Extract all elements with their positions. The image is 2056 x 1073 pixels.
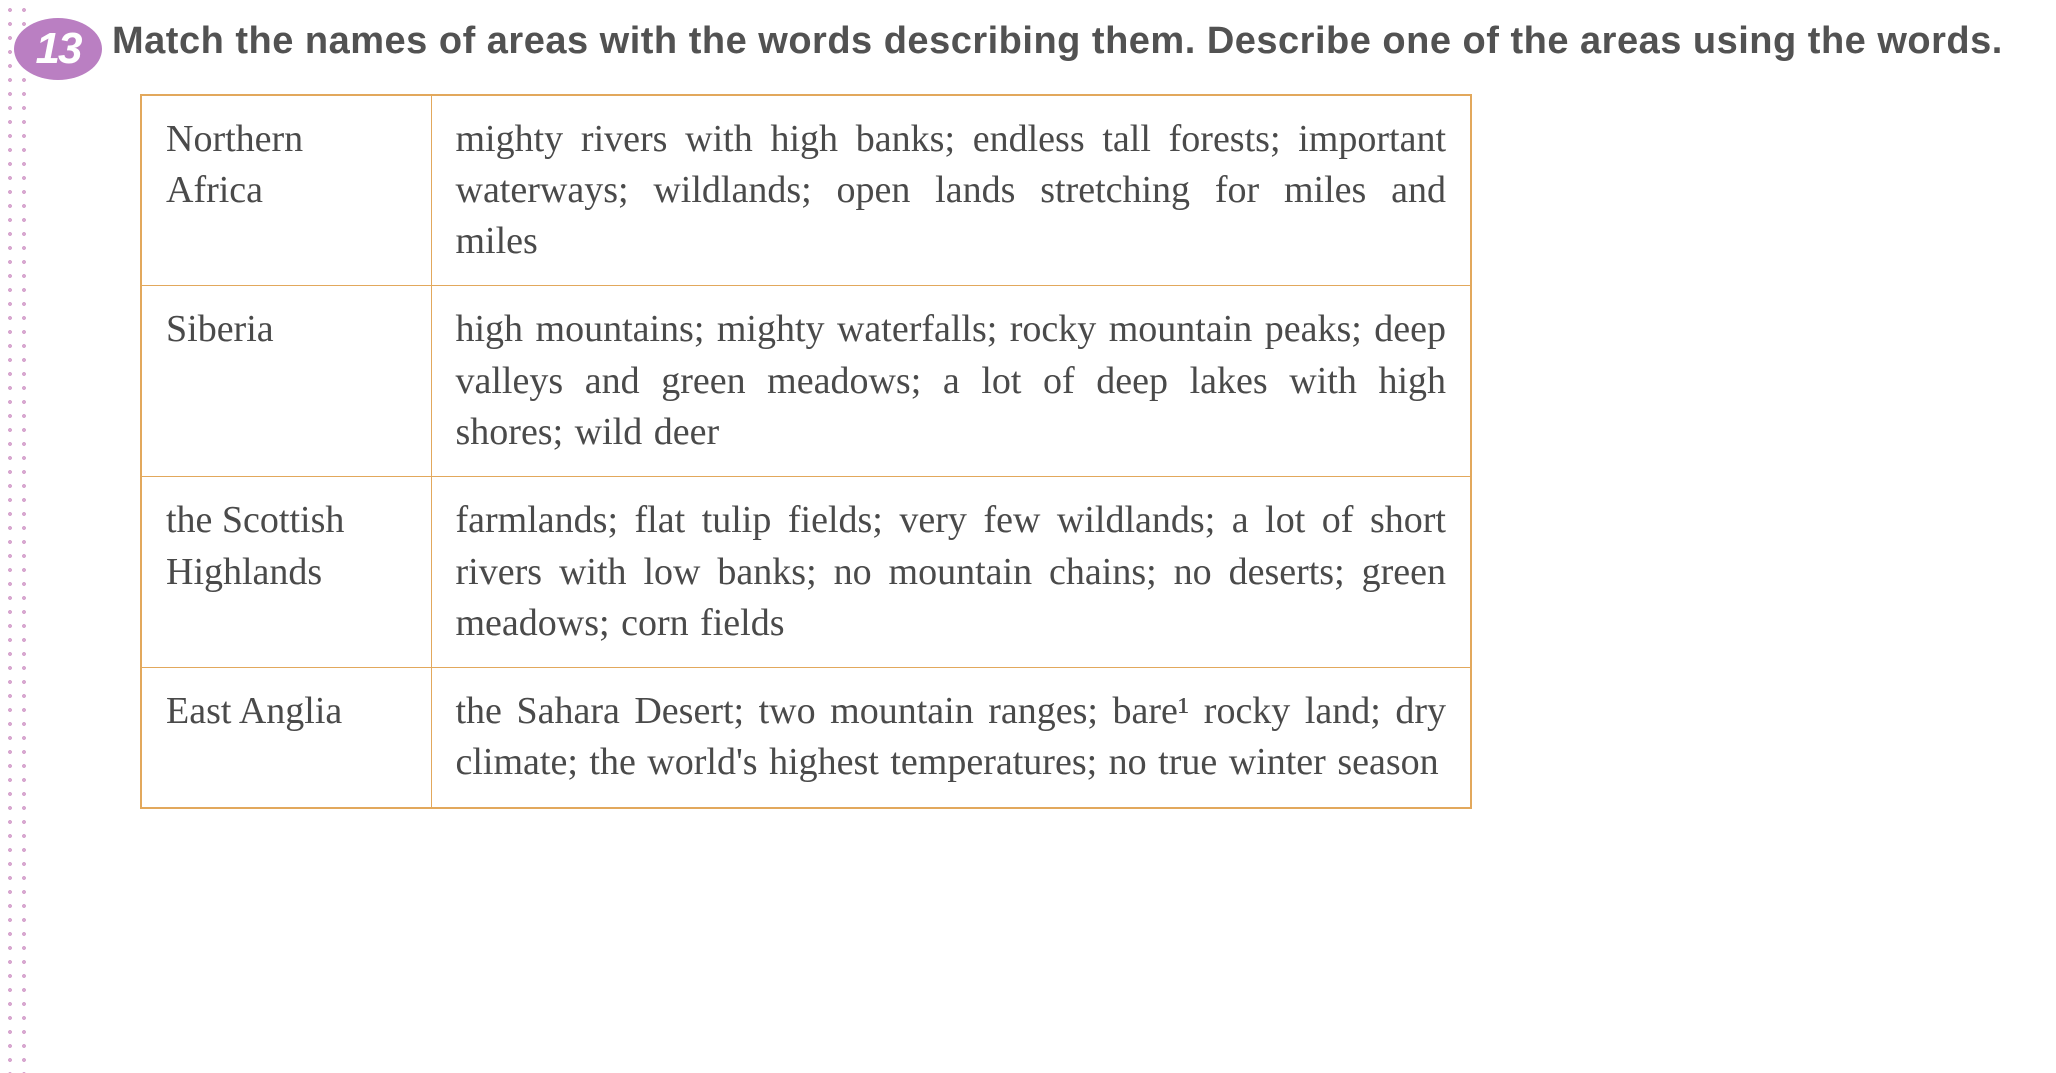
- table-row: the Scottish Highlands farmlands; flat t…: [141, 477, 1471, 668]
- exercise-number: 13: [36, 24, 81, 74]
- exercise-number-badge: 13: [14, 18, 102, 80]
- decorative-dot-border: [0, 0, 28, 1073]
- table-row: Northern Africa mighty rivers with high …: [141, 95, 1471, 286]
- matching-table: Northern Africa mighty rivers with high …: [140, 94, 1472, 809]
- table-row: Siberia high mountains; mighty waterfall…: [141, 286, 1471, 477]
- area-cell: the Scottish Highlands: [141, 477, 431, 668]
- description-cell: the Sahara Desert; two mountain ranges; …: [431, 668, 1471, 808]
- description-cell: farmlands; flat tulip fields; very few w…: [431, 477, 1471, 668]
- content-area: Match the names of areas with the words …: [112, 18, 2026, 809]
- area-cell: Siberia: [141, 286, 431, 477]
- area-cell: East Anglia: [141, 668, 431, 808]
- description-cell: high mountains; mighty waterfalls; rocky…: [431, 286, 1471, 477]
- description-cell: mighty rivers with high banks; endless t…: [431, 95, 1471, 286]
- instruction-text: Match the names of areas with the words …: [112, 18, 2026, 66]
- area-cell: Northern Africa: [141, 95, 431, 286]
- table-row: East Anglia the Sahara Desert; two mount…: [141, 668, 1471, 808]
